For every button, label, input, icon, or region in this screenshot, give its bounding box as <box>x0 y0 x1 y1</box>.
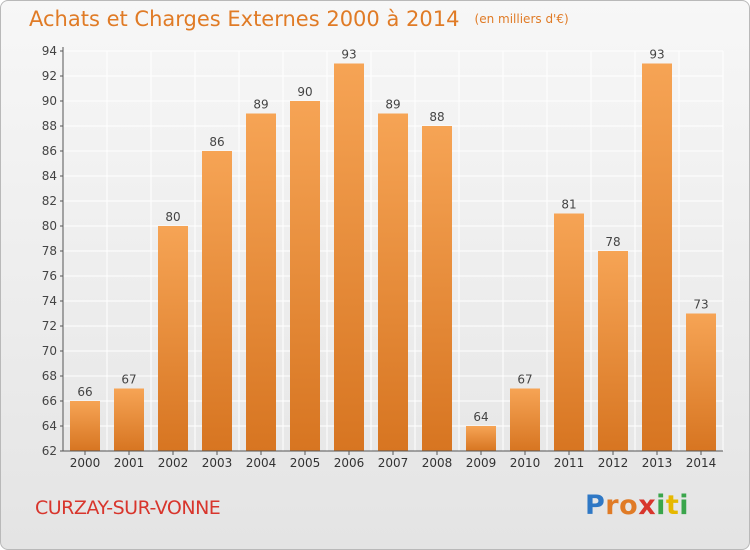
bar-value-label: 93 <box>341 48 356 62</box>
y-tick-label: 88 <box>42 119 57 133</box>
logo-letter: t <box>665 490 680 521</box>
x-tick-label: 2001 <box>114 456 145 470</box>
bar <box>202 151 232 451</box>
x-tick-label: 2012 <box>598 456 629 470</box>
x-tick-label: 2014 <box>686 456 717 470</box>
bar <box>334 63 364 451</box>
y-tick-label: 68 <box>42 369 57 383</box>
bar-value-label: 90 <box>297 85 312 99</box>
y-tick-label: 84 <box>42 169 57 183</box>
bar-value-label: 64 <box>473 410 488 424</box>
x-tick-label: 2011 <box>554 456 585 470</box>
axis-layer <box>60 47 723 455</box>
title-block: Achats et Charges Externes 2000 à 2014 (… <box>29 7 569 31</box>
y-tick-label: 74 <box>42 294 57 308</box>
x-tick-label: 2003 <box>202 456 233 470</box>
x-tick-label: 2000 <box>70 456 101 470</box>
logo-letter: i <box>679 490 690 521</box>
bar-value-label: 93 <box>649 48 664 62</box>
y-tick-label: 94 <box>42 44 57 58</box>
logo-letter: P <box>585 490 606 521</box>
y-tick-label: 82 <box>42 194 57 208</box>
bar-value-label: 67 <box>517 373 532 387</box>
bar-value-label: 78 <box>605 235 620 249</box>
y-tick-label: 86 <box>42 144 57 158</box>
bar <box>290 101 320 451</box>
x-tick-label: 2004 <box>246 456 277 470</box>
logo-letter: i <box>656 490 666 521</box>
x-tick-label: 2006 <box>334 456 365 470</box>
bar-value-label: 81 <box>561 198 576 212</box>
bar <box>686 313 716 451</box>
bar <box>378 113 408 451</box>
x-tick-label: 2010 <box>510 456 541 470</box>
y-tick-label: 78 <box>42 244 57 258</box>
y-tick-label: 92 <box>42 69 57 83</box>
y-tick-label: 62 <box>42 444 57 458</box>
bar <box>554 213 584 451</box>
y-tick-label: 64 <box>42 419 57 433</box>
logo-letter: r <box>605 490 620 521</box>
x-tick-label: 2005 <box>290 456 321 470</box>
bar <box>70 401 100 451</box>
location-name: CURZAY-SUR-VONNE <box>35 497 221 519</box>
bars-layer <box>70 63 716 451</box>
y-tick-label: 72 <box>42 319 57 333</box>
bar <box>642 63 672 451</box>
bar-value-label: 73 <box>693 298 708 312</box>
x-tick-label: 2009 <box>466 456 497 470</box>
x-tick-label: 2013 <box>642 456 673 470</box>
proxiti-logo[interactable]: Proxiti <box>585 490 689 521</box>
bar-value-label: 66 <box>77 385 92 399</box>
chart-title: Achats et Charges Externes 2000 à 2014 <box>29 7 460 31</box>
logo-letter: o <box>619 490 639 521</box>
y-tick-label: 66 <box>42 394 57 408</box>
y-tick-label: 70 <box>42 344 57 358</box>
bar-value-label: 67 <box>121 373 136 387</box>
x-tick-label: 2002 <box>158 456 189 470</box>
bar <box>510 388 540 451</box>
bar <box>158 226 188 451</box>
bar-value-label: 86 <box>209 135 224 149</box>
logo-letter: x <box>638 490 657 521</box>
x-tick-label: 2007 <box>378 456 409 470</box>
bar <box>598 251 628 451</box>
bar <box>466 426 496 451</box>
y-tick-label: 90 <box>42 94 57 108</box>
x-tick-label: 2008 <box>422 456 453 470</box>
labels-layer: 62 64 66 68 70 72 74 76 78 80 82 84 86 88 90 92 94 66 2000… <box>42 44 717 470</box>
bar <box>246 113 276 451</box>
bar-value-label: 89 <box>385 98 400 112</box>
bar <box>114 388 144 451</box>
bar-value-label: 88 <box>429 110 444 124</box>
y-tick-label: 80 <box>42 219 57 233</box>
chart-unit-note: (en milliers d'€) <box>474 12 569 26</box>
y-tick-label: 76 <box>42 269 57 283</box>
bar <box>422 126 452 451</box>
bar-value-label: 80 <box>165 210 180 224</box>
bar-value-label: 89 <box>253 98 268 112</box>
